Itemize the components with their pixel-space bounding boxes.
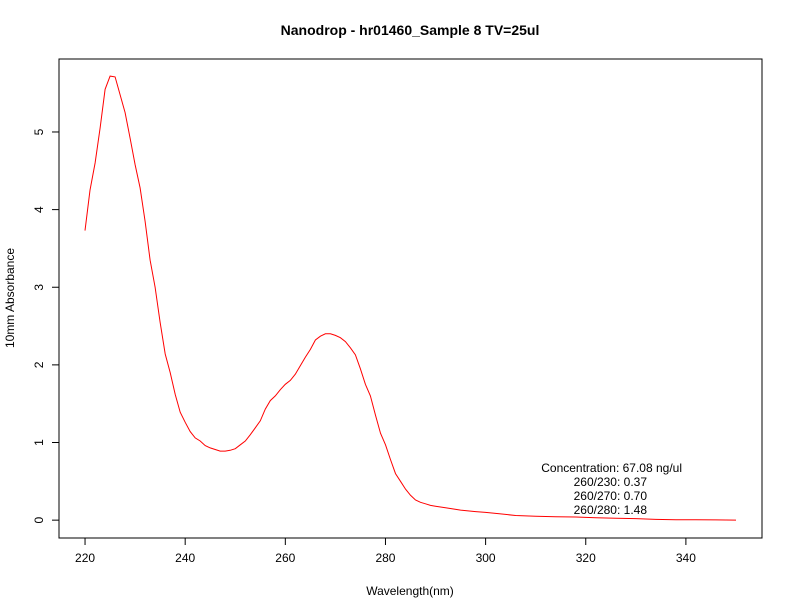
x-tick-label: 340 (676, 551, 696, 565)
annotation-line: 260/270: 0.70 (574, 489, 648, 503)
x-tick-label: 260 (275, 551, 295, 565)
x-tick-label: 240 (175, 551, 195, 565)
x-tick-label: 280 (375, 551, 395, 565)
annotation-line: 260/280: 1.48 (574, 503, 648, 517)
y-tick-label: 5 (32, 128, 46, 135)
y-tick-label: 3 (32, 284, 46, 291)
annotation-line: 260/230: 0.37 (574, 475, 648, 489)
y-tick-label: 0 (32, 516, 46, 523)
y-axis: 0 1 2 3 4 5 (32, 128, 60, 523)
x-tick-label: 300 (476, 551, 496, 565)
y-tick-label: 1 (32, 439, 46, 446)
x-axis: 220 240 260 280 300 320 340 (75, 537, 696, 565)
absorbance-line (84, 75, 737, 521)
x-axis-label: Wavelength(nm) (366, 584, 454, 598)
y-tick-label: 2 (32, 361, 46, 368)
x-tick-label: 320 (576, 551, 596, 565)
chart-title: Nanodrop - hr01460_Sample 8 TV=25ul (281, 22, 540, 38)
y-axis-label: 10mm Absorbance (3, 248, 17, 348)
x-tick-label: 220 (75, 551, 95, 565)
y-tick-label: 4 (32, 206, 46, 213)
annotation-line: Concentration: 67.08 ng/ul (541, 461, 682, 475)
